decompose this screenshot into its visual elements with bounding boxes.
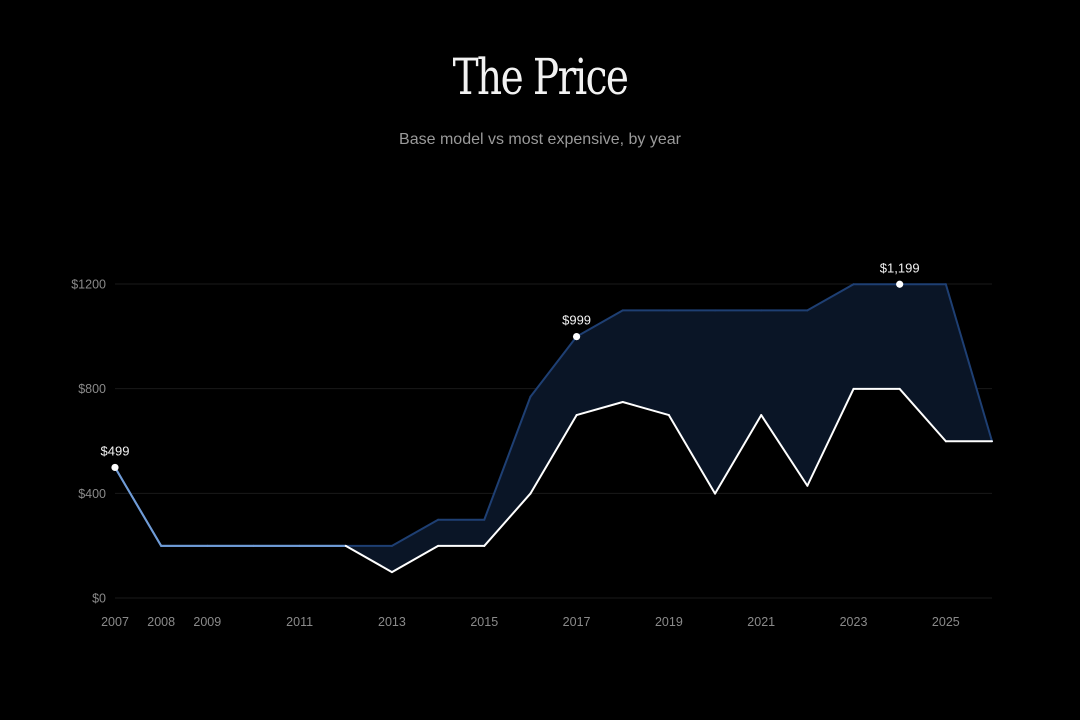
- base-price-segment: [390, 544, 440, 574]
- y-tick-label: $0: [92, 592, 106, 606]
- base-price-segment: [114, 466, 163, 547]
- max-price-segment: [806, 283, 855, 312]
- annotation-layer: $499 $999 $1,199: [101, 260, 920, 472]
- base-price-segment: [529, 414, 578, 495]
- base-price-segment: [575, 401, 624, 417]
- axis-layer: $0 $400 $800 $1200 2007 2008 2009 2011 2013 2015 2…: [71, 278, 960, 630]
- x-tick-label: 2008: [147, 615, 175, 629]
- annotation-point: [896, 280, 904, 288]
- max-price-segment: [575, 309, 624, 338]
- annotation-label: $499: [101, 443, 130, 458]
- y-tick-label: $400: [78, 487, 106, 501]
- x-tick-label: 2025: [932, 615, 960, 629]
- y-tick-label: $1200: [71, 278, 106, 292]
- chart-subtitle: Base model vs most expensive, by year: [399, 131, 681, 148]
- annotation-point: [111, 463, 119, 472]
- price-range-area: [115, 284, 992, 573]
- x-tick-label: 2007: [101, 615, 129, 629]
- annotation-label: $1,199: [880, 260, 920, 275]
- x-tick-label: 2021: [747, 615, 775, 629]
- grid-layer: [115, 283, 992, 599]
- x-tick-label: 2019: [655, 615, 683, 629]
- x-tick-label: 2013: [378, 615, 406, 629]
- x-tick-label: 2017: [563, 615, 591, 629]
- area-layer: [115, 284, 992, 573]
- base-price-segment: [806, 387, 855, 487]
- base-price-segment: [667, 414, 717, 495]
- base-price-segment: [483, 492, 532, 547]
- annotation-point: [572, 332, 581, 341]
- chart-title: The Price: [452, 48, 629, 106]
- y-tick-label: $800: [78, 382, 106, 396]
- base-price-segment: [621, 401, 670, 417]
- x-tick-label: 2009: [193, 615, 221, 629]
- base-price-segment: [898, 387, 947, 443]
- max-price-segment: [483, 395, 532, 521]
- max-price-segment: [529, 335, 578, 398]
- base-price-segment: [714, 414, 763, 495]
- line-layer: [114, 283, 993, 574]
- x-tick-label: 2011: [286, 615, 313, 629]
- annotation-label: $999: [562, 313, 591, 328]
- base-price-segment: [760, 414, 809, 487]
- x-tick-label: 2015: [470, 615, 498, 629]
- base-price-segment: [344, 544, 393, 574]
- x-tick-label: 2023: [840, 615, 868, 629]
- max-price-segment: [390, 518, 440, 547]
- max-price-segment: [944, 283, 993, 443]
